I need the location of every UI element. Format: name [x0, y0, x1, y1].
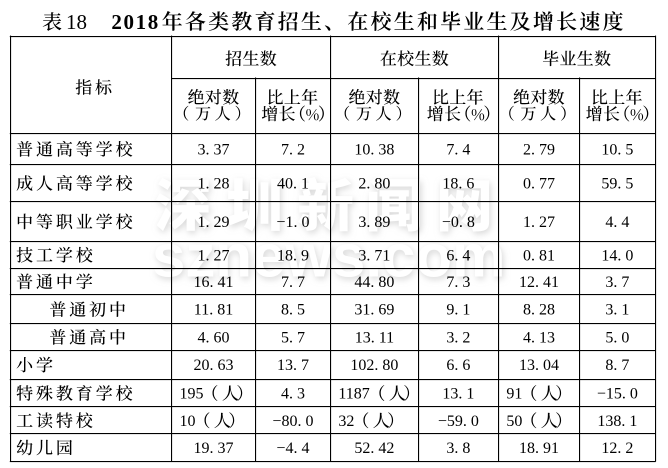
- svg-text:6. 6: 6. 6: [446, 357, 470, 374]
- svg-text:8. 5: 8. 5: [281, 302, 305, 319]
- svg-text:13. 7: 13. 7: [277, 357, 309, 374]
- svg-text:20. 63: 20. 63: [194, 357, 234, 374]
- svg-text:31. 69: 31. 69: [354, 302, 394, 319]
- svg-text:−0. 8: −0. 8: [442, 214, 475, 231]
- svg-text:−1. 0: −1. 0: [276, 214, 309, 231]
- svg-text:4. 4: 4. 4: [605, 214, 629, 231]
- svg-text:7. 2: 7. 2: [281, 141, 305, 158]
- svg-text:5. 0: 5. 0: [605, 329, 629, 346]
- svg-text:19. 37: 19. 37: [194, 440, 234, 457]
- svg-text:10. 5: 10. 5: [601, 141, 633, 158]
- svg-text:1. 27: 1. 27: [523, 214, 555, 231]
- svg-text:3. 2: 3. 2: [446, 329, 470, 346]
- svg-text:1. 27: 1. 27: [198, 247, 230, 264]
- svg-text:−80. 0: −80. 0: [272, 413, 313, 430]
- svg-text:4. 13: 4. 13: [523, 329, 555, 346]
- svg-text:52. 42: 52. 42: [354, 440, 394, 457]
- svg-text:0. 77: 0. 77: [523, 176, 555, 193]
- svg-text:13. 1: 13. 1: [442, 386, 474, 403]
- svg-text:138. 1: 138. 1: [597, 413, 637, 430]
- svg-text:18. 91: 18. 91: [519, 440, 559, 457]
- svg-text:2. 80: 2. 80: [358, 176, 390, 193]
- svg-text:40. 1: 40. 1: [277, 176, 309, 193]
- svg-text:7. 4: 7. 4: [446, 141, 470, 158]
- svg-text:13. 11: 13. 11: [355, 329, 394, 346]
- svg-text:10. 38: 10. 38: [354, 141, 394, 158]
- svg-text:3. 8: 3. 8: [446, 440, 470, 457]
- svg-text:−4. 4: −4. 4: [276, 440, 309, 457]
- svg-text:−59. 0: −59. 0: [438, 413, 479, 430]
- svg-text:14. 0: 14. 0: [601, 247, 633, 264]
- svg-text:12. 2: 12. 2: [601, 440, 633, 457]
- svg-text:18. 6: 18. 6: [442, 176, 474, 193]
- svg-text:−15. 0: −15. 0: [597, 386, 638, 403]
- svg-text:8. 7: 8. 7: [605, 357, 629, 374]
- svg-text:91: 91: [506, 386, 522, 403]
- svg-text:3. 71: 3. 71: [358, 247, 390, 264]
- svg-text:195: 195: [180, 386, 204, 403]
- svg-text:2018: 2018: [111, 10, 159, 34]
- svg-text:18: 18: [66, 10, 87, 34]
- svg-text:11. 81: 11. 81: [194, 302, 233, 319]
- svg-text:0. 81: 0. 81: [523, 247, 555, 264]
- svg-text:3. 37: 3. 37: [198, 141, 230, 158]
- svg-text:6. 4: 6. 4: [446, 247, 470, 264]
- svg-text:32: 32: [338, 413, 354, 430]
- svg-text:10: 10: [180, 413, 196, 430]
- svg-text:1. 28: 1. 28: [198, 176, 230, 193]
- svg-text:7. 3: 7. 3: [446, 274, 470, 291]
- svg-text:102. 80: 102. 80: [350, 357, 398, 374]
- svg-text:13. 04: 13. 04: [519, 357, 559, 374]
- svg-text:3. 7: 3. 7: [605, 274, 629, 291]
- svg-text:4. 60: 4. 60: [198, 329, 230, 346]
- svg-text:3. 89: 3. 89: [358, 214, 390, 231]
- svg-text:5. 7: 5. 7: [281, 329, 305, 346]
- svg-text:16. 41: 16. 41: [194, 274, 234, 291]
- svg-text:1187: 1187: [338, 386, 369, 403]
- svg-text:7. 7: 7. 7: [281, 274, 305, 291]
- svg-text:8. 28: 8. 28: [523, 302, 555, 319]
- svg-text:50: 50: [506, 413, 522, 430]
- svg-text:4. 3: 4. 3: [281, 386, 305, 403]
- svg-text:3. 1: 3. 1: [605, 302, 629, 319]
- svg-text:2. 79: 2. 79: [523, 141, 555, 158]
- svg-text:1. 29: 1. 29: [198, 214, 230, 231]
- svg-text:18. 9: 18. 9: [277, 247, 309, 264]
- svg-text:12. 41: 12. 41: [519, 274, 559, 291]
- svg-text:9. 1: 9. 1: [446, 302, 470, 319]
- svg-text:sznews.com: sznews.com: [152, 223, 505, 290]
- svg-text:44. 80: 44. 80: [354, 274, 394, 291]
- svg-text:59. 5: 59. 5: [601, 176, 633, 193]
